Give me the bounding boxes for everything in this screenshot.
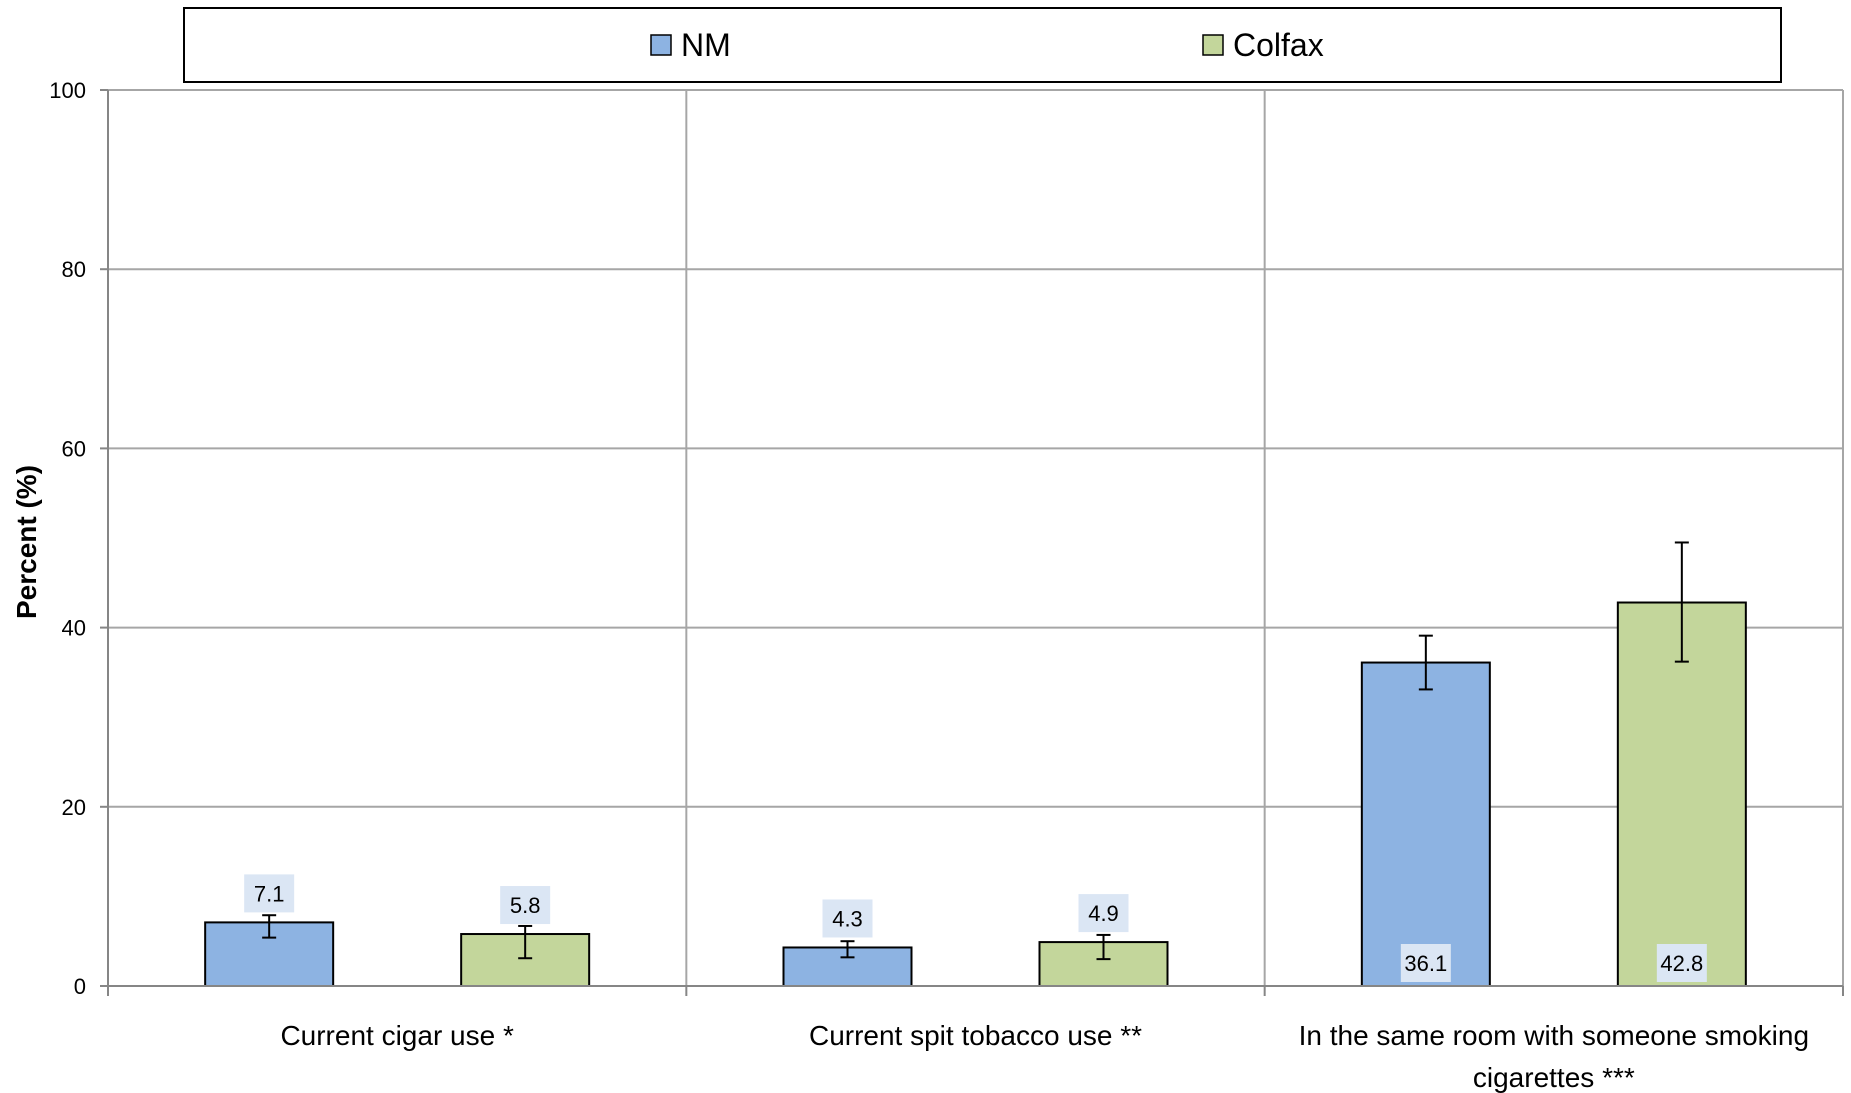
legend-label-nm: NM — [681, 27, 731, 63]
x-category-label: cigarettes *** — [1473, 1062, 1635, 1093]
x-category-label: Current cigar use * — [280, 1020, 514, 1051]
data-label-bg — [822, 899, 873, 938]
gridlines — [108, 89, 1844, 986]
data-label-colfax: 4.9 — [1088, 901, 1119, 926]
x-axis-labels: Current cigar use * Current spit tobacco … — [280, 1020, 1809, 1093]
x-category-label: Current spit tobacco use ** — [809, 1020, 1142, 1051]
y-axis-ticks: 0 20 40 60 80 100 — [49, 78, 108, 999]
data-label-bg — [1400, 944, 1451, 982]
data-label-nm: 36.1 — [1404, 951, 1447, 976]
data-label-bg — [244, 874, 295, 913]
data-label-nm: 7.1 — [254, 881, 285, 906]
legend-label-colfax: Colfax — [1233, 27, 1324, 63]
bar-colfax — [460, 933, 591, 987]
legend-swatch-nm — [650, 34, 672, 56]
y-tick-label: 0 — [74, 974, 86, 999]
bar-colfax — [1616, 601, 1747, 988]
y-tick-label: 100 — [49, 78, 86, 103]
data-label-colfax: 5.8 — [510, 893, 541, 918]
bars — [204, 601, 1747, 988]
legend: NM Colfax — [183, 7, 1782, 83]
data-label-nm: 4.3 — [832, 906, 863, 931]
x-category-label: In the same room with someone smoking — [1299, 1020, 1809, 1051]
axes — [107, 90, 1844, 996]
data-label-bg — [500, 886, 551, 925]
y-tick-label: 60 — [62, 436, 86, 461]
legend-swatch-colfax — [1202, 34, 1224, 56]
y-tick-label: 20 — [62, 795, 86, 820]
y-tick-label: 40 — [62, 616, 86, 641]
legend-box — [183, 7, 1782, 83]
y-tick-label: 80 — [62, 257, 86, 282]
error-bars — [262, 541, 1689, 961]
data-label-colfax: 42.8 — [1660, 951, 1703, 976]
data-labels: 7.1 4.3 36.1 5.8 4.9 42.8 — [244, 874, 1707, 982]
bar-nm — [1360, 661, 1491, 987]
data-label-bg — [1656, 944, 1707, 982]
data-label-bg — [1078, 894, 1129, 933]
y-axis-title: Percent (%) — [11, 465, 42, 619]
